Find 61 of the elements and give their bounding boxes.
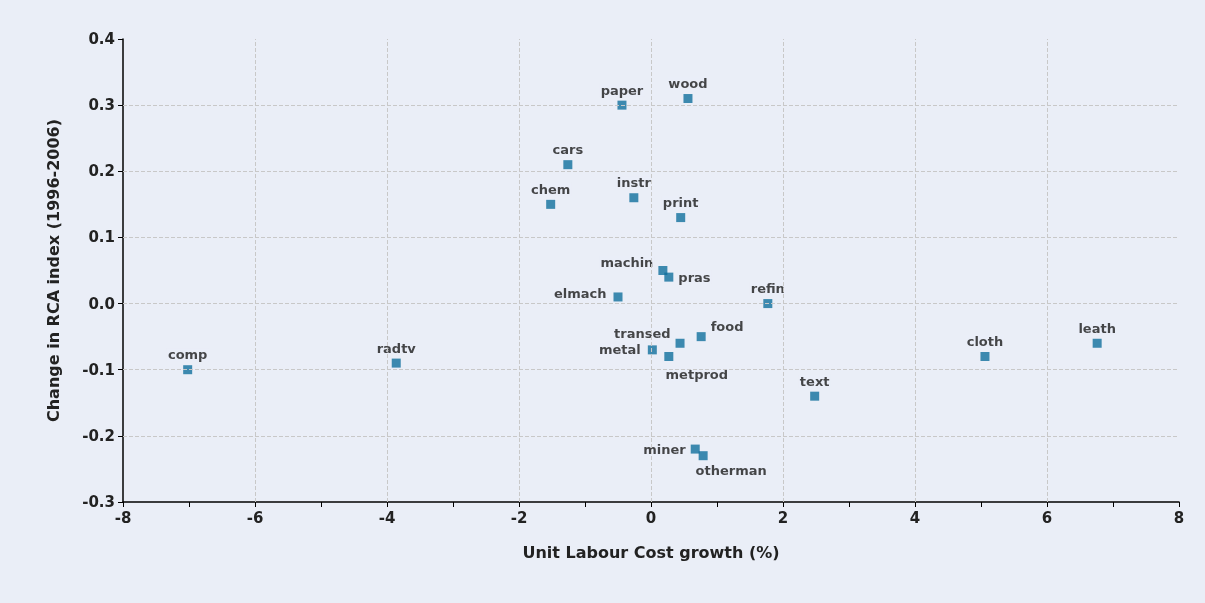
point [763,299,773,309]
annotation: text [799,373,830,389]
annotation: food [710,319,744,335]
point [675,338,685,348]
point [1092,338,1102,348]
point [810,391,820,401]
y-tick-label: -0.1 [82,360,115,379]
x-tick-label: 2 [777,508,789,527]
x-tick-label: 8 [1173,508,1185,527]
y-tick-label: 0.3 [88,96,115,115]
y-tick-label: -0.3 [82,493,115,511]
annotation: metprod [665,366,729,382]
annotation: wood [668,76,708,92]
point [658,266,668,275]
annotation: comp [167,347,208,363]
x-tick-label: 4 [909,508,921,527]
annotation: cars [552,142,584,158]
y-tick-label: 0.4 [88,30,115,48]
point [980,351,990,361]
point [690,444,700,454]
x-tick-label: -4 [378,508,396,527]
x-tick-label: -6 [246,508,264,527]
point [647,345,657,355]
annotation: paper [600,82,644,98]
annotation: radtv [376,340,417,356]
annotation: chem [531,181,571,197]
x-tick-label: 6 [1041,508,1053,527]
point [613,292,623,302]
point [617,100,627,110]
annotation: print [662,195,699,211]
annotation: transed [614,325,671,341]
annotation: elmach [553,286,607,302]
point [683,94,693,104]
annotation: metal [599,342,641,358]
y-tick-label: 0.2 [88,162,115,181]
point [629,193,639,203]
point [391,358,401,368]
annotation: otherman [695,463,767,479]
x-tick-label: 0 [645,508,657,527]
x-tick-label: -2 [510,508,528,527]
y-tick-label: 0.1 [88,228,115,247]
annotation: leath [1078,320,1116,336]
point [698,451,708,461]
y-tick-label: 0.0 [88,294,115,313]
point [696,332,706,342]
annotation: instr [616,175,652,191]
annotation: machin [600,255,654,270]
point [676,213,686,223]
x-tick-label: -8 [114,508,132,527]
point [183,365,193,375]
annotation: cloth [966,333,1004,349]
annotation: pras [678,269,711,285]
y-axis-title: Change in RCA index (1996-2006) [43,118,63,423]
point [546,199,556,209]
y-tick-label: -0.2 [82,426,115,445]
point [664,272,674,282]
x-axis-title: Unit Labour Cost growth (%) [522,542,780,562]
point [563,160,573,170]
point [664,351,674,361]
annotation: refin [750,281,785,297]
annotation: miner [643,441,687,457]
